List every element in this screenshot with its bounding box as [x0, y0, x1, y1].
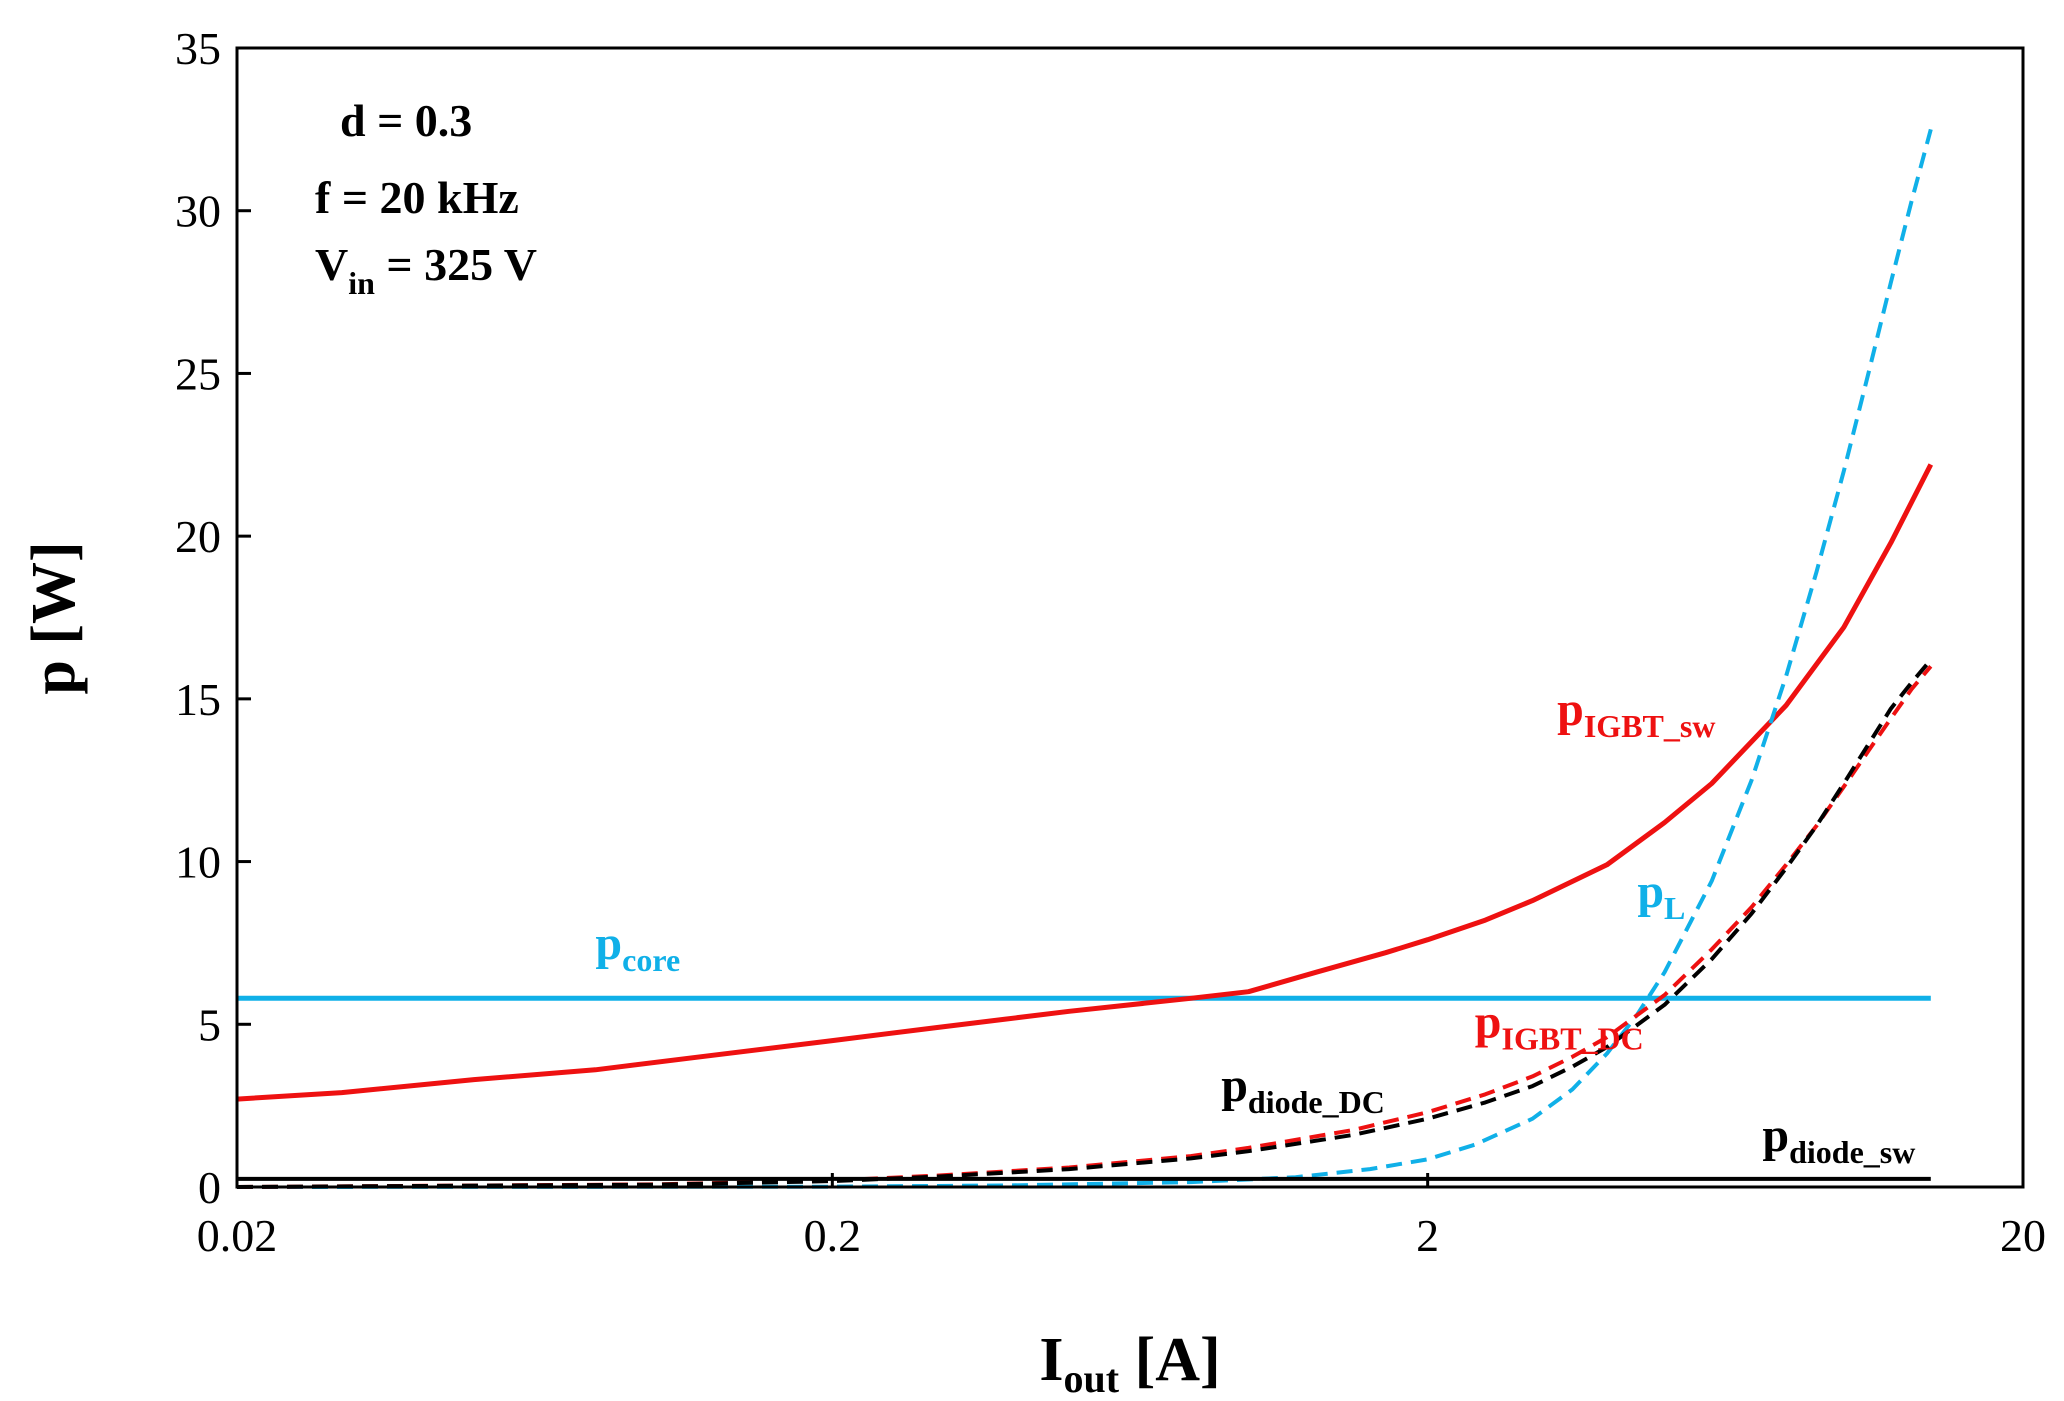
y-tick-label: 30 [175, 186, 221, 237]
series-label-sub: diode_sw [1789, 1134, 1915, 1170]
series-label-p-igbt-dc: pIGBT_DC [1475, 995, 1644, 1056]
series-label-main: p [1637, 865, 1664, 918]
plot-frame [235, 46, 2025, 1189]
x-tick-label: 2 [1416, 1210, 1439, 1261]
plot-lines [236, 128, 1934, 1189]
series-label-main: p [595, 917, 622, 970]
series-line-p-diode-dc [236, 658, 1933, 1189]
series-label-sub: core [622, 942, 680, 978]
series-label-p-diode-sw: pdiode_sw [1762, 1109, 1915, 1170]
frequency-text: f = 20 kHz [315, 172, 519, 223]
series-label-sub: IGBT_sw [1584, 708, 1716, 744]
y-tick-label: 35 [175, 23, 221, 74]
x-tick-label: 0.02 [197, 1210, 278, 1261]
input-voltage-text: Vin = 325 V [315, 239, 537, 301]
series-line-p-igbt-dc [236, 665, 1933, 1189]
vin-main: V [315, 239, 348, 290]
series-label-sub: L [1664, 890, 1685, 926]
x-axis-title: Iout [A] [1039, 1326, 1220, 1401]
x-title-main: I [1039, 1326, 1063, 1394]
x-title-sub: out [1063, 1356, 1119, 1401]
x-title-unit: [A] [1119, 1326, 1221, 1394]
series-label-main: p [1762, 1109, 1789, 1162]
series-label-main: p [1475, 995, 1502, 1048]
y-tick-label: 5 [198, 999, 221, 1050]
series-label-sub: IGBT_DC [1502, 1020, 1644, 1056]
series-label-p-igbt-sw: pIGBT_sw [1557, 683, 1715, 744]
vin-sub: in [348, 265, 375, 301]
vin-rest: = 325 V [375, 239, 537, 290]
axes: 0 5 10 15 20 25 30 35 0.02 0.2 2 20 [175, 23, 2046, 1261]
conditions-annotation: d = 0.3 f = 20 kHz Vin = 325 V [315, 95, 537, 301]
series-label-p-diode-dc: pdiode_DC [1221, 1059, 1385, 1120]
y-tick-label: 0 [198, 1162, 221, 1213]
series-label-main: p [1557, 683, 1584, 736]
y-tick-label: 15 [175, 674, 221, 725]
y-axis-title: p [W] [20, 541, 88, 694]
duty-cycle-text: d = 0.3 [340, 95, 472, 146]
series-label-p-l: pL [1637, 865, 1685, 926]
y-tick-label: 25 [175, 348, 221, 399]
series-labels: pcorepIGBT_swpLpIGBT_DCpdiode_DCpdiode_s… [595, 683, 1915, 1170]
series-label-p-core: pcore [595, 917, 680, 978]
y-tick-label: 20 [175, 511, 221, 562]
series-label-main: p [1221, 1059, 1248, 1112]
series-label-sub: diode_DC [1248, 1084, 1385, 1120]
x-tick-label: 20 [2000, 1210, 2046, 1261]
series-line-p-igbt-sw [236, 463, 1934, 1102]
y-tick-label: 10 [175, 837, 221, 888]
x-tick-label: 0.2 [804, 1210, 862, 1261]
